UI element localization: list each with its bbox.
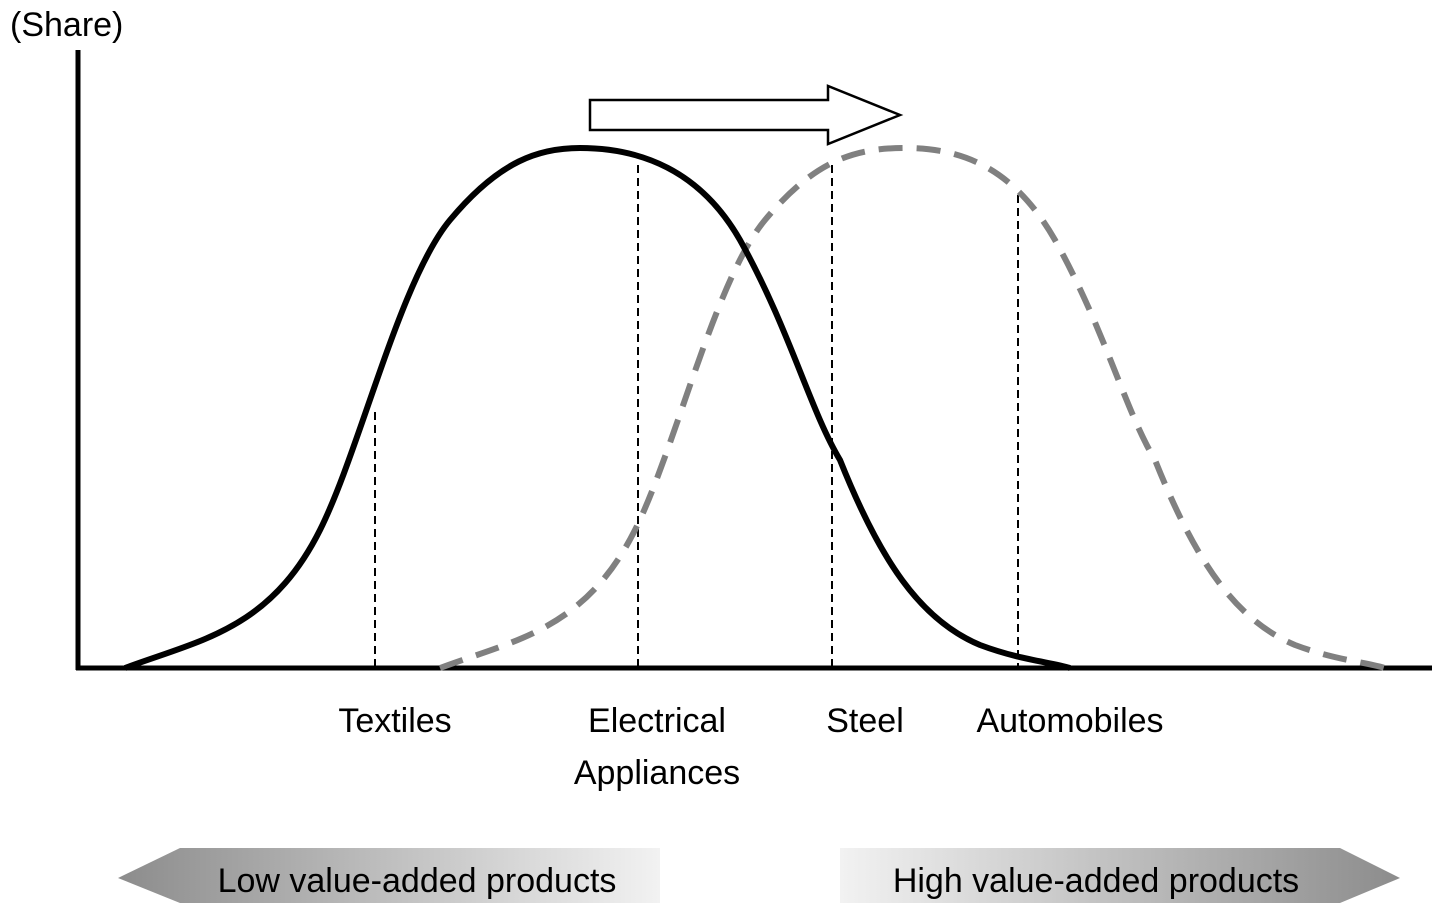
marker-lines: [374, 165, 1019, 668]
category-label: Electrical: [588, 702, 726, 740]
shifted-curve: [438, 144, 1386, 671]
shift-arrow: [588, 84, 904, 146]
band-label: High value-added products: [893, 862, 1299, 900]
high-band-arrow: [840, 848, 1400, 903]
low-band-arrow: [118, 848, 660, 903]
band-label: Low value-added products: [218, 862, 617, 900]
category-label: Appliances: [574, 754, 740, 792]
category-label: Steel: [826, 702, 904, 740]
category-label: Automobiles: [976, 702, 1163, 740]
y-axis-label: (Share): [10, 6, 123, 44]
category-label: Textiles: [338, 702, 451, 740]
current-curve: [123, 144, 1071, 671]
